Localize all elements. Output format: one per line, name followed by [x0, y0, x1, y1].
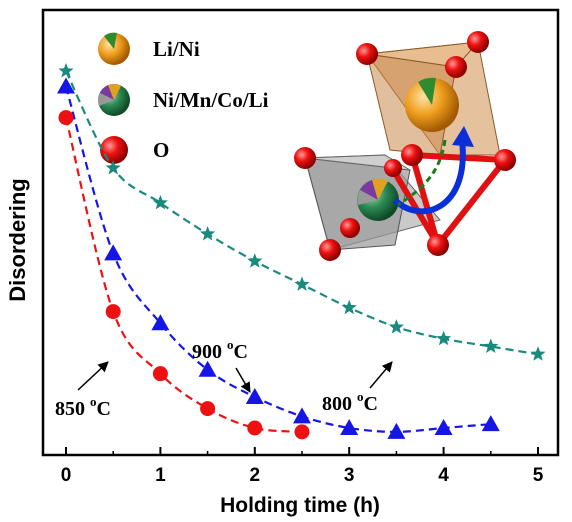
data-point-circle [58, 110, 74, 126]
series-label-850: 850 oC [55, 394, 111, 420]
data-point-triangle [57, 77, 75, 94]
x-tick-label: 0 [61, 465, 72, 486]
inset-legend: Li/Ni Ni/Mn/Co/Li O [98, 32, 269, 164]
data-point-star [152, 195, 168, 210]
oxygen-atom [294, 147, 316, 169]
x-tick-label: 3 [344, 465, 355, 486]
mixed-cation-wedge-gray [357, 190, 378, 205]
legend-label: O [153, 138, 169, 162]
oxygen-atom [467, 31, 489, 53]
mixed-cation-wedge-gold [372, 178, 388, 200]
data-point-star [436, 330, 452, 346]
data-point-star [58, 63, 74, 78]
data-point-circle [105, 304, 121, 320]
oxygen-atom [494, 149, 516, 171]
data-point-star [388, 319, 404, 334]
oxygen-atom [340, 218, 360, 238]
legend-item-oxygen: O [100, 136, 169, 164]
crystal-structure-inset [294, 31, 516, 261]
series-layer [57, 63, 546, 440]
oxygen-atoms [294, 31, 516, 261]
data-point-star [200, 226, 216, 241]
series-label-800: 800 oC [322, 389, 378, 415]
data-point-star [530, 346, 546, 361]
data-point-triangle [104, 244, 123, 261]
mixed-legend-wedge [108, 84, 121, 100]
data-point-circle [247, 420, 263, 436]
x-tick-label: 5 [533, 465, 544, 486]
oxygen-atom [356, 43, 378, 65]
plot-frame [41, 8, 560, 457]
legend-label: Ni/Mn/Co/Li [153, 88, 269, 112]
data-point-circle [152, 366, 168, 382]
oxygen-atom [445, 56, 467, 78]
data-point-star [483, 338, 499, 353]
oxygen-legend-icon [100, 136, 128, 164]
legend-item-mixed: Ni/Mn/Co/Li [98, 84, 269, 116]
blue-migration-arrow [392, 139, 466, 215]
x-tick-label: 4 [438, 465, 449, 486]
oxygen-atom [319, 239, 341, 261]
data-point-triangle [245, 387, 264, 404]
li-ni-legend-wedge [104, 32, 117, 49]
legend-label: Li/Ni [153, 37, 200, 61]
annotation-arrow [235, 367, 251, 393]
oxygen-atom [427, 234, 449, 256]
data-point-triangle [198, 360, 217, 377]
data-point-triangle [434, 419, 453, 435]
data-point-star [294, 276, 310, 291]
tetrahedron-edges [389, 152, 508, 248]
oxygen-atom [384, 159, 402, 177]
data-point-star [341, 299, 357, 315]
y-axis-label: Disordering [5, 178, 30, 301]
oxygen-atom [401, 144, 423, 166]
annotation-900: 900 oC [192, 337, 251, 393]
mixed-legend-wedge [98, 93, 114, 106]
data-point-triangle [340, 419, 359, 435]
series-star [58, 63, 546, 361]
legend-item-li-ni: Li/Ni [98, 32, 200, 65]
data-point-triangle [293, 407, 311, 424]
blue-arrow-head [452, 126, 474, 147]
series-label-900: 900 oC [192, 337, 248, 363]
annotation-arrow [369, 361, 393, 389]
data-point-star [105, 160, 121, 175]
data-point-circle [294, 424, 310, 440]
annotation-850: 850 oC [55, 361, 111, 420]
annotation-800: 800 oC [322, 361, 393, 415]
annotation-arrow [77, 361, 109, 391]
x-tick-label: 2 [250, 465, 261, 486]
data-point-star [247, 253, 263, 268]
data-point-circle [200, 401, 216, 417]
green-dashed-arrow [397, 139, 447, 207]
data-point-triangle [387, 422, 406, 439]
series-line [64, 117, 303, 433]
data-point-triangle [151, 314, 170, 331]
data-point-triangle [481, 415, 500, 432]
series-circle [58, 110, 310, 440]
series-triangle [57, 77, 500, 439]
mixed-legend-wedge [100, 85, 114, 100]
x-ticks: 0 1 2 3 4 5 [61, 447, 544, 486]
x-axis-label: Holding time (h) [220, 494, 380, 517]
li-ni-sphere-wedge [418, 77, 436, 105]
x-tick-label: 1 [155, 465, 166, 486]
